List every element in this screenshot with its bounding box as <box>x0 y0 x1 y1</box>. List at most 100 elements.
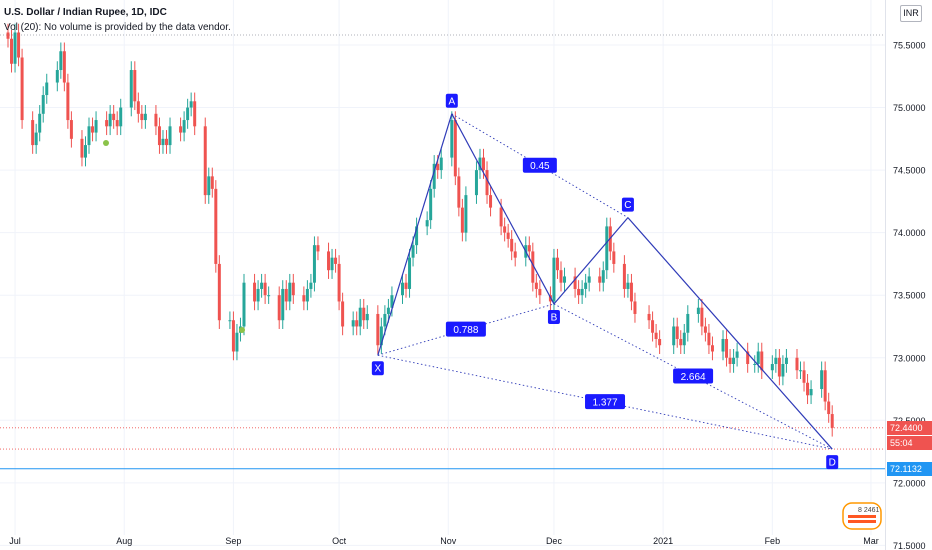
point-label-d[interactable]: D <box>829 458 836 469</box>
candle-body <box>55 70 59 83</box>
candle-body <box>45 82 49 96</box>
candle-body <box>425 220 429 227</box>
candle-body <box>316 245 320 252</box>
candle-body <box>112 113 116 121</box>
pattern-leg[interactable] <box>451 113 555 305</box>
point-label-a[interactable]: A <box>448 96 455 107</box>
candle-body <box>482 157 486 171</box>
candle-body <box>231 320 235 352</box>
x-tick-label: Nov <box>440 536 457 546</box>
candle-body <box>746 351 750 365</box>
ratio-label: 0.45 <box>530 161 550 172</box>
candle-body <box>386 307 390 314</box>
candle-body <box>735 351 739 358</box>
pattern-leg[interactable] <box>377 113 453 356</box>
candle-body <box>83 145 87 158</box>
point-label-bg <box>621 197 634 212</box>
candle-body <box>696 307 700 314</box>
signal-dot <box>239 327 245 333</box>
ratio-label-bg <box>522 157 557 173</box>
last-price-badge: 72.4400 <box>887 420 932 435</box>
candle-body <box>732 357 736 365</box>
candle-body <box>20 57 24 121</box>
candle-body <box>439 157 443 171</box>
candle-body <box>210 176 214 189</box>
candle-body <box>115 120 119 127</box>
candle-body <box>66 82 70 121</box>
y-tick-label: 75.0000 <box>893 103 926 113</box>
candle-body <box>432 163 436 189</box>
candle-body <box>41 95 45 114</box>
point-label-b[interactable]: B <box>551 312 558 323</box>
candle-body <box>513 251 517 258</box>
point-label-x[interactable]: X <box>375 364 382 375</box>
x-tick-label: Oct <box>332 536 347 546</box>
candle-body <box>436 163 440 171</box>
candle-body <box>527 245 531 252</box>
candle-body <box>411 245 415 258</box>
candle-body <box>534 282 538 289</box>
candle-body <box>362 307 366 321</box>
candle-body <box>489 195 493 208</box>
point-label-bg <box>547 309 560 324</box>
pattern-leg[interactable] <box>553 217 629 305</box>
candle-body <box>651 320 655 333</box>
candle-body <box>34 132 38 146</box>
point-label-bg <box>826 455 839 470</box>
candle-body <box>499 207 503 227</box>
candle-body <box>390 295 394 308</box>
candle-body <box>672 326 676 346</box>
candle-body <box>214 188 218 264</box>
candle-body <box>281 288 285 321</box>
time-axis[interactable]: Jul Aug Sep Oct Nov Dec 2021 Feb Mar <box>9 536 878 546</box>
x-tick-label: Mar <box>863 536 879 546</box>
candle-body <box>559 270 563 283</box>
candle-body <box>242 282 246 327</box>
pattern-leg[interactable] <box>627 217 833 450</box>
candlestick-series <box>6 23 834 437</box>
candle-body <box>703 326 707 333</box>
candle-body <box>302 295 306 302</box>
candle-body <box>189 101 193 108</box>
candle-body <box>577 288 581 296</box>
volume-note: Vol (20): No volume is provided by the d… <box>4 22 231 33</box>
candle-body <box>69 120 73 139</box>
candle-body <box>760 351 764 371</box>
candle-body <box>203 126 207 196</box>
logo-text: 8 2461 <box>858 507 880 514</box>
candle-body <box>506 232 510 239</box>
candle-body <box>654 332 658 339</box>
candle-body <box>485 170 489 196</box>
candle-body <box>415 226 419 246</box>
candle-body <box>538 288 542 296</box>
candle-body <box>168 126 172 146</box>
harmonic-pattern[interactable]: 0.45 0.788 2.664 1.377 X A B C D <box>371 93 839 470</box>
ratio-label: 1.377 <box>593 398 618 409</box>
candle-body <box>587 276 591 283</box>
candle-body <box>140 113 144 121</box>
candle-body <box>38 113 42 133</box>
candle-body <box>179 126 183 133</box>
candle-body <box>400 282 404 296</box>
symbol-title[interactable]: U.S. Dollar / Indian Rupee, 1D, IDC <box>4 7 167 18</box>
currency-button[interactable]: INR <box>900 5 922 22</box>
level-price-badge: 72.1132 <box>887 461 932 476</box>
candle-body <box>510 238 514 252</box>
candle-body <box>17 32 21 58</box>
ratio-line <box>377 303 555 356</box>
candle-body <box>6 32 10 39</box>
candle-body <box>379 326 383 346</box>
candle-body <box>728 357 732 365</box>
candle-body <box>355 320 359 327</box>
candle-body <box>59 51 63 71</box>
candle-body <box>830 414 834 428</box>
candle-body <box>601 270 605 283</box>
candle-body <box>633 301 637 314</box>
candle-body <box>80 138 84 158</box>
candle-body <box>105 120 109 127</box>
x-tick-label: Feb <box>765 536 781 546</box>
price-axis-divider <box>885 0 886 550</box>
candle-body <box>457 176 461 208</box>
point-label-c[interactable]: C <box>624 200 631 211</box>
